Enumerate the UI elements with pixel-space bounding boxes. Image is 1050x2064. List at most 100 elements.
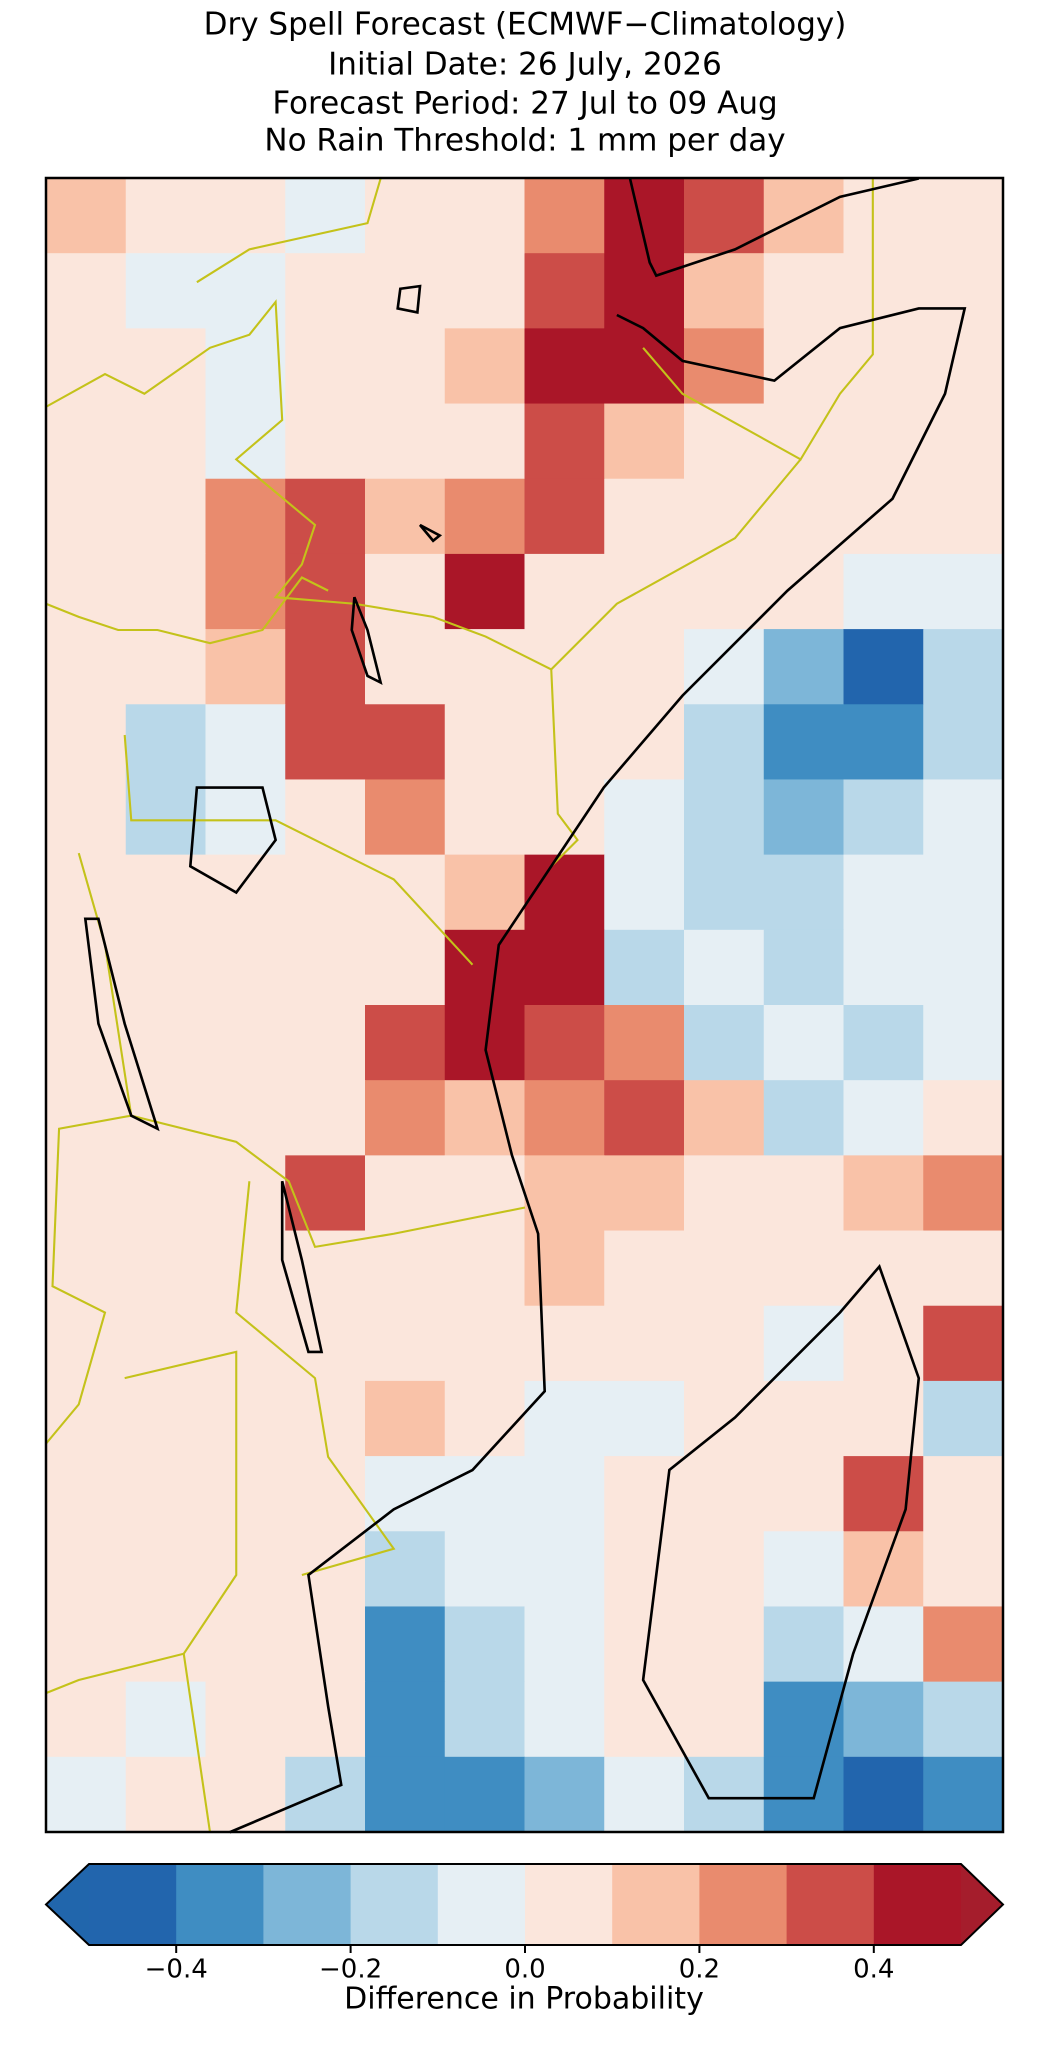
grid-cell [524, 478, 605, 555]
grid-cell [684, 854, 765, 931]
grid-cell [684, 178, 765, 254]
grid-cell [524, 403, 605, 480]
grid-cell [444, 1155, 525, 1232]
grid-cell [285, 403, 366, 480]
grid-cell [684, 929, 765, 1006]
grid-cell [444, 1230, 525, 1307]
grid-cell [285, 1155, 366, 1232]
grid-cell [763, 553, 844, 630]
grid-cell [923, 1606, 1004, 1683]
grid-cell [604, 328, 685, 405]
grid-cell [205, 854, 286, 931]
grid-cell [444, 629, 525, 705]
lake [396, 284, 422, 314]
grid-cell [285, 1005, 366, 1081]
grid-cell [763, 1005, 844, 1081]
grid-cell [205, 1681, 286, 1758]
grid-cell [285, 1456, 366, 1532]
grid-cell [604, 779, 685, 856]
grid-cell [46, 1380, 127, 1457]
grid-cell [125, 854, 206, 931]
grid-cell [365, 1456, 446, 1532]
grid-cell [285, 478, 366, 555]
grid-cell [763, 1305, 844, 1382]
madagascar [641, 1263, 921, 1800]
coastlines [83, 177, 967, 1834]
grid-cell [524, 1005, 605, 1081]
grid-cell [125, 1606, 206, 1683]
grid-cell [763, 1756, 844, 1833]
grid-cell [444, 328, 525, 405]
grid-cell [46, 1456, 127, 1532]
grid-cell [763, 1531, 844, 1607]
grid-cell [923, 1531, 1004, 1607]
grid-cell [843, 1305, 924, 1382]
grid-cell [444, 253, 525, 329]
grid-cell [524, 253, 605, 329]
grid-cell [524, 1380, 605, 1457]
title-block: Dry Spell Forecast (ECMWF−Climatology) I… [204, 7, 847, 159]
grid-cell [365, 704, 446, 780]
grid-cell [843, 553, 924, 630]
grid-cell [604, 1531, 685, 1607]
grid-cell [604, 1380, 685, 1457]
grid-cell [843, 1756, 924, 1833]
border [45, 576, 329, 645]
title-line: Forecast Period: 27 Jul to 09 Aug [272, 86, 777, 122]
grid-cell [205, 253, 286, 329]
grid-cell [205, 178, 286, 254]
grid-cell [843, 403, 924, 480]
grid-cell [205, 1005, 286, 1081]
grid-cell [205, 1080, 286, 1156]
grid-cell [684, 1005, 765, 1081]
grid-cell [205, 328, 286, 405]
grid-cell [524, 929, 605, 1006]
border [642, 178, 874, 461]
grid-cell [125, 1380, 206, 1457]
grid-cell [684, 1531, 765, 1607]
grid-cell [524, 1531, 605, 1607]
grid-cell [285, 929, 366, 1006]
grid-cell [763, 1606, 844, 1683]
grid-cell [763, 1456, 844, 1532]
grid-cell [365, 478, 446, 555]
grid-cell [285, 704, 366, 780]
grid-cell [365, 1606, 446, 1683]
grid-cell [684, 1756, 765, 1833]
grid-cell [46, 403, 127, 480]
grid-cell [365, 553, 446, 630]
colorbar-bin [176, 1864, 264, 1945]
grid-cell [604, 1080, 685, 1156]
grid-cell [923, 629, 1004, 705]
grid-cell [604, 929, 685, 1006]
grid-cell [923, 1080, 1004, 1156]
border [123, 734, 474, 966]
border [235, 1181, 396, 1577]
grid-cell [843, 328, 924, 405]
grid-cell [125, 929, 206, 1006]
grid-cell [205, 1456, 286, 1532]
grid-cell [285, 178, 366, 254]
grid-cell [365, 178, 446, 254]
grid-cell [923, 1681, 1004, 1758]
grid-cell [684, 553, 765, 630]
grid-cell [843, 929, 924, 1006]
border [550, 458, 802, 671]
grid-cell [524, 1155, 605, 1232]
grid-cell [46, 1531, 127, 1607]
grid-cell [524, 1080, 605, 1156]
grid-cell [46, 328, 127, 405]
colorbar-outline [44, 1863, 1005, 1946]
map-frame [44, 176, 1005, 1834]
grid-cell [285, 779, 366, 856]
grid-cell [524, 1681, 605, 1758]
grid-cell [46, 553, 127, 630]
grid-cell [125, 1155, 206, 1232]
grid-cell [843, 1380, 924, 1457]
grid-cell [604, 854, 685, 931]
grid-cell [604, 553, 685, 630]
grid-cell [604, 1155, 685, 1232]
grid-cells [46, 178, 1004, 1833]
grid-cell [285, 854, 366, 931]
grid-cell [684, 1380, 765, 1457]
